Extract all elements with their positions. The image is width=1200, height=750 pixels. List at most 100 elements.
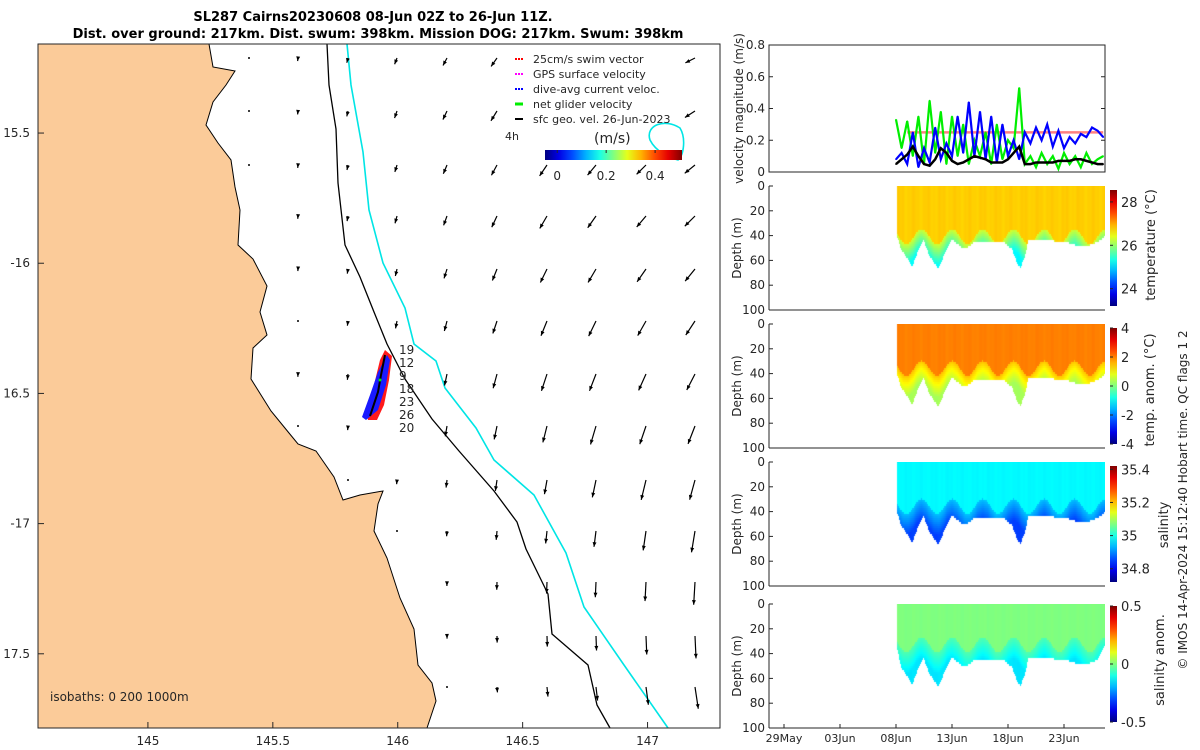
glider-track: 19 12 9 18 23 26 20	[362, 343, 414, 435]
y-tick-label: 0	[757, 179, 765, 193]
velocity-vector-head	[443, 380, 448, 386]
velocity-vector-head	[587, 222, 592, 228]
velocity-vector-head	[591, 492, 596, 498]
colorbar-tick-label: 0	[1121, 658, 1129, 673]
y-tick-label: -17	[10, 517, 30, 531]
colorbar-tick-label: -4	[1121, 438, 1134, 453]
copyright-footer: © IMOS 14-Apr-2024 15:12:40 Hobart time.…	[1176, 330, 1190, 669]
colorbar-tick-label: 0.5	[1121, 600, 1142, 615]
velocity-vector-head	[490, 115, 496, 121]
data-point	[1012, 152, 1015, 154]
x-tick-label: 13Jun	[936, 732, 967, 745]
velocity-vector-head	[395, 479, 399, 485]
y-tick-label: 0.8	[746, 38, 765, 52]
data-point	[996, 161, 998, 164]
velocity-vector-head	[542, 437, 546, 443]
x-tick-label: 23Jun	[1048, 732, 1079, 745]
dive-avg-current-cluster	[362, 355, 390, 420]
data-point	[1040, 139, 1043, 142]
data-point	[1102, 163, 1105, 165]
data-point	[1046, 161, 1049, 164]
velocity-vector-head	[544, 588, 549, 594]
colorbar-title: (m/s)	[594, 131, 631, 147]
data-point	[973, 155, 976, 157]
y-tick-label: 40	[750, 367, 765, 381]
velocity-vector-head	[684, 168, 690, 174]
data-point	[968, 163, 970, 165]
data-point	[1024, 131, 1026, 134]
velocity-vector-head	[493, 434, 498, 440]
y-tick-label: 20	[750, 204, 765, 218]
track-label: 23	[399, 395, 414, 409]
velocity-vector-head	[346, 320, 350, 326]
map-legend: 25cm/s swim vector GPS surface velocity di…	[515, 53, 670, 126]
velocity-vector-head	[540, 330, 545, 336]
colorbar-tick-label: 35	[1121, 530, 1138, 545]
velocity-vector-head	[346, 425, 350, 431]
colorbar	[1110, 466, 1117, 582]
section-panel-salinity-anomaly: 0 20 40 60 80 100 Depth (m) 0.5 0 -0.5 salinity an…	[730, 597, 1168, 735]
track-label: 9	[399, 369, 407, 383]
figure-title-line1: SL287 Cairns20230608 08-Jun 02Z to 26-Ju…	[193, 10, 552, 25]
velocity-vector-head	[640, 494, 645, 500]
velocity-vector-dot	[248, 110, 250, 112]
y-axis-label: Depth (m)	[730, 355, 744, 416]
velocity-vector-head	[685, 330, 690, 336]
data-point	[951, 160, 953, 162]
velocity-vector-head	[688, 494, 693, 500]
velocity-vector-head	[687, 438, 692, 444]
data-point	[1018, 145, 1021, 148]
colorbar-label: temperature (°C)	[1144, 189, 1159, 301]
x-tick-label: 147	[636, 734, 659, 748]
velocity-vector-head	[345, 111, 350, 117]
velocity-vector-head	[296, 109, 301, 115]
data-point	[1091, 161, 1093, 164]
y-tick-label: 60	[750, 529, 765, 543]
data-point	[1074, 158, 1077, 161]
velocity-vector-head	[296, 372, 301, 377]
colorbar-tick-label: 26	[1121, 239, 1138, 254]
track-label: 26	[399, 408, 414, 422]
glider-path-line	[369, 354, 386, 417]
velocity-vector-dot	[446, 686, 448, 688]
data-point	[906, 153, 909, 156]
data-point	[1029, 155, 1032, 157]
data-point	[962, 123, 965, 126]
data-point	[1063, 152, 1065, 154]
velocity-vector-dot	[297, 320, 299, 322]
colorbar-tick-label: 28	[1121, 196, 1138, 211]
velocity-vector-head	[644, 649, 649, 655]
data-point	[940, 158, 942, 161]
colorbar-label: temp. anom. (°C)	[1143, 333, 1158, 446]
velocity-vector-head	[494, 585, 499, 590]
velocity-vector-head	[494, 486, 498, 491]
y-tick-label: 0.2	[746, 133, 765, 147]
map-panel: 19 12 9 18 23 26 20 25cm/s swim vector GP…	[3, 43, 721, 748]
data-point	[1012, 139, 1015, 142]
velocity-vector-head	[443, 60, 447, 66]
velocity-vector-head	[645, 699, 650, 705]
y-axis-label: velocity magnitude (m/s)	[732, 33, 746, 184]
legend-item-label: dive-avg current veloc.	[533, 83, 660, 96]
y-tick-label: 0	[757, 455, 765, 469]
velocity-vector-head	[443, 220, 447, 226]
velocity-vector-dot	[347, 479, 349, 481]
x-tick-label: 03Jun	[824, 732, 855, 745]
y-tick-label: 15.5	[3, 126, 30, 140]
y-tick-label: 80	[750, 554, 765, 568]
data-point	[1001, 158, 1004, 161]
data-point	[934, 126, 937, 129]
velocity-vector-head	[594, 645, 599, 651]
colorbar-label: salinity anom.	[1153, 614, 1168, 706]
data-point	[1018, 87, 1021, 89]
velocity-vector-head	[638, 385, 643, 391]
speed-colorbar-ticks: 0 0.2 0.4	[553, 150, 665, 183]
y-tick-label: 0	[757, 597, 765, 611]
velocity-vector-head	[296, 163, 301, 168]
velocity-vector-head	[543, 489, 548, 495]
data-point	[1052, 155, 1054, 157]
data-point	[1046, 123, 1049, 126]
data-point	[1074, 155, 1077, 157]
data-point	[895, 158, 897, 161]
